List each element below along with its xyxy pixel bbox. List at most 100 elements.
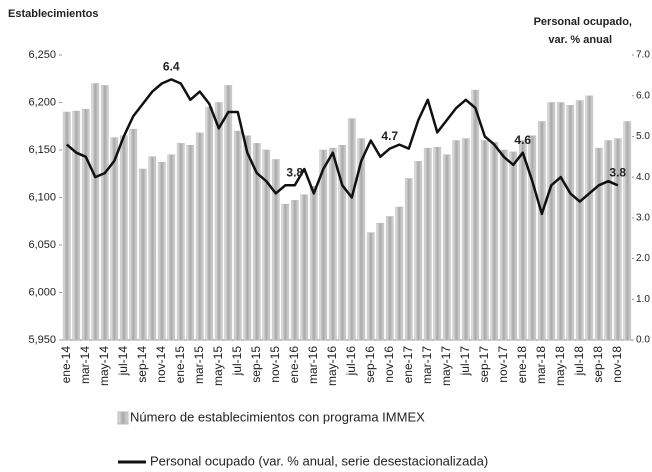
x-tick-label: nov-15 <box>268 346 282 383</box>
bar <box>300 194 309 341</box>
x-tick-label: may-14 <box>97 346 111 386</box>
x-tick-label: ene-15 <box>173 346 187 384</box>
bar <box>319 149 328 341</box>
bar <box>423 147 432 341</box>
x-tick-label: may-17 <box>439 346 453 386</box>
data-label: 3.8 <box>286 165 303 179</box>
bar <box>433 146 442 341</box>
bar <box>243 135 252 341</box>
bar <box>91 83 100 341</box>
legend-label: Personal ocupado (var. % anual, serie de… <box>150 453 488 468</box>
x-tick-label: ene-17 <box>401 346 415 384</box>
y2-tick-label: 2.0 <box>636 253 650 264</box>
bar <box>281 203 290 341</box>
bar <box>214 102 223 341</box>
x-tick-label: ene-16 <box>287 346 301 384</box>
bar <box>167 154 176 341</box>
y-tick-label: 6,100 <box>28 191 56 203</box>
bar <box>157 162 166 341</box>
x-tick-label: ene-14 <box>59 346 73 384</box>
y-axis-label: Establecimientos <box>8 8 98 20</box>
bar <box>81 108 90 341</box>
bar <box>604 140 613 341</box>
x-tick-label: may-18 <box>553 346 567 386</box>
x-tick-label: nov-17 <box>496 346 510 383</box>
bar <box>110 137 119 341</box>
x-tick-label: sep-14 <box>135 346 149 383</box>
x-tick-label: sep-16 <box>363 346 377 383</box>
x-tick-label: sep-18 <box>591 346 605 383</box>
y2-tick-label: 5.0 <box>636 131 650 142</box>
bar <box>347 118 356 341</box>
bar <box>594 147 603 341</box>
bar <box>509 151 518 341</box>
line <box>65 78 619 216</box>
bar <box>528 135 537 341</box>
legend-label: Número de establecimientos con programa … <box>130 409 425 424</box>
x-tick-label: may-16 <box>325 346 339 386</box>
x-tick-label: jul-18 <box>572 346 586 377</box>
bar <box>252 143 261 341</box>
bar <box>357 138 366 341</box>
bar <box>290 200 299 341</box>
y2-tick-label: 1.0 <box>636 294 650 305</box>
y2-tick-label: 3.0 <box>636 212 650 223</box>
y2-axis-label: Personal ocupado, <box>534 16 632 28</box>
y2-tick-label: 4.0 <box>636 172 650 183</box>
bar <box>338 145 347 341</box>
bar <box>100 85 109 341</box>
bar <box>366 232 375 341</box>
legend-swatch <box>117 411 129 425</box>
bar <box>471 89 480 341</box>
bar <box>328 147 337 341</box>
x-tick-label: jul-15 <box>230 346 244 377</box>
bar <box>490 142 499 341</box>
x-tick-label: nov-14 <box>154 346 168 383</box>
bar <box>176 143 185 341</box>
y-tick-label: 6,250 <box>28 49 56 61</box>
x-tick-label: mar-14 <box>78 346 92 384</box>
bar <box>72 110 81 341</box>
bar <box>129 128 138 341</box>
bar <box>585 95 594 341</box>
bar <box>499 149 508 341</box>
bar <box>385 216 394 341</box>
data-label: 3.8 <box>609 165 626 179</box>
bar <box>262 149 271 341</box>
bar <box>271 159 280 341</box>
bar <box>547 102 556 341</box>
bar <box>395 206 404 341</box>
x-tick-label: mar-18 <box>534 346 548 384</box>
bar <box>414 161 423 341</box>
bar <box>119 135 128 341</box>
y-tick-label: 6,000 <box>28 286 56 298</box>
bar <box>623 121 632 341</box>
y-tick-label: 6,200 <box>28 96 56 108</box>
x-tick-label: jul-14 <box>116 346 130 377</box>
bar <box>566 105 575 341</box>
bar <box>186 145 195 341</box>
bar <box>195 132 204 341</box>
x-tick-label: sep-17 <box>477 346 491 383</box>
x-tick-label: jul-16 <box>344 346 358 377</box>
bar <box>537 121 546 341</box>
bar <box>62 111 71 341</box>
bar <box>613 138 622 341</box>
bar <box>442 154 451 341</box>
y2-tick-label: 6.0 <box>636 90 650 101</box>
bar <box>575 100 584 341</box>
bar <box>148 156 157 341</box>
x-tick-label: mar-17 <box>420 346 434 384</box>
x-tick-label: sep-15 <box>249 346 263 383</box>
y-tick-label: 5,950 <box>28 334 56 346</box>
bar <box>461 138 470 341</box>
data-label: 4.7 <box>381 129 398 143</box>
y-tick-label: 6,050 <box>28 239 56 251</box>
y-tick-label: 6,150 <box>28 144 56 156</box>
x-tick-label: ene-18 <box>515 346 529 384</box>
bar <box>205 107 214 341</box>
data-label: 6.4 <box>163 60 180 74</box>
bar <box>233 130 242 341</box>
bar <box>452 140 461 341</box>
bar <box>138 168 147 341</box>
